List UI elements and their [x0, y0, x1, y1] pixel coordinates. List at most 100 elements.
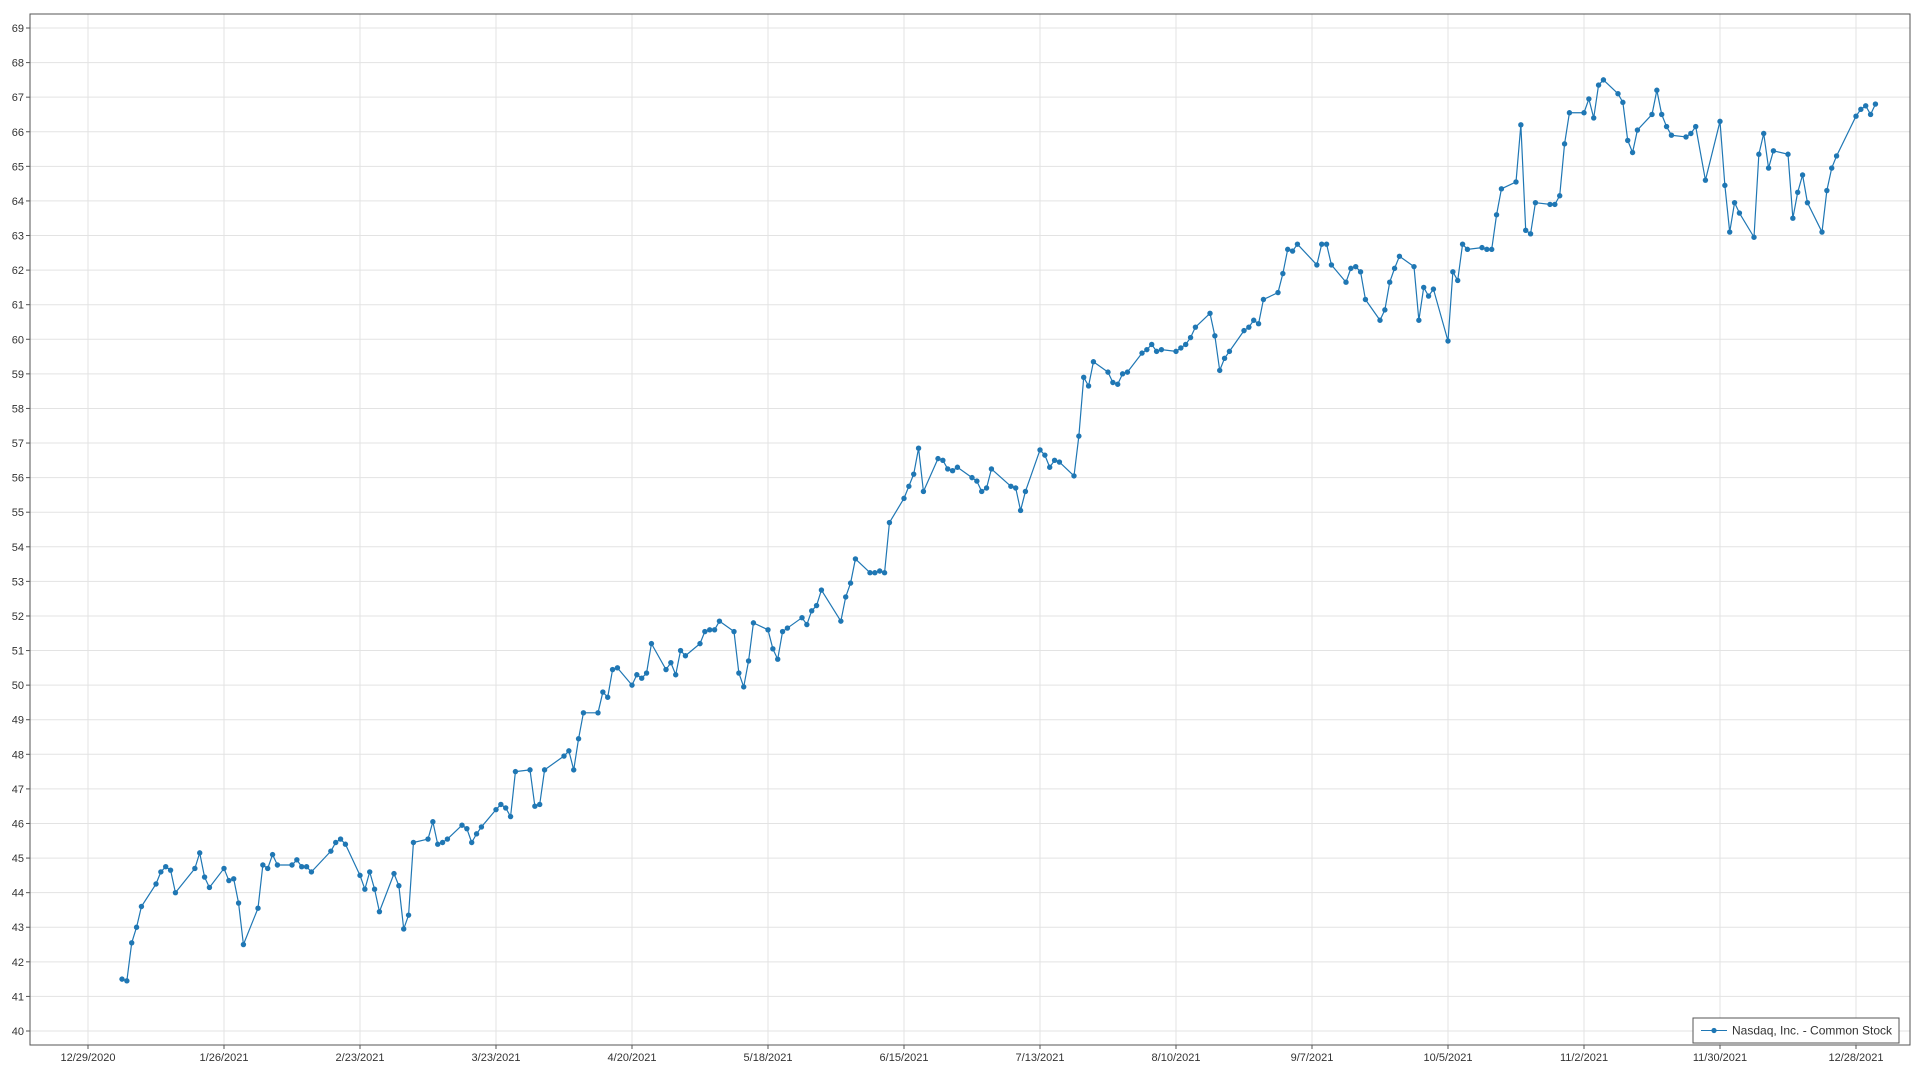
data-point	[901, 495, 907, 502]
data-point	[969, 474, 975, 481]
data-point	[401, 926, 407, 932]
data-point	[1391, 265, 1398, 272]
data-point	[707, 627, 713, 633]
series-layer	[119, 77, 1879, 984]
data-point	[235, 900, 242, 906]
x-tick-label: 2/23/2021	[336, 1052, 385, 1064]
data-point	[1566, 110, 1573, 116]
y-tick-label: 60	[12, 334, 24, 346]
data-point	[1421, 284, 1427, 291]
x-tick-label: 12/29/2020	[60, 1052, 115, 1064]
data-point	[1212, 333, 1218, 339]
data-point	[1824, 187, 1830, 194]
data-point	[1751, 234, 1757, 240]
data-point	[1799, 172, 1806, 178]
data-point	[605, 694, 611, 700]
data-point	[1047, 464, 1053, 470]
data-point	[1557, 193, 1563, 199]
data-point	[867, 570, 873, 576]
data-point	[813, 602, 820, 609]
y-tick-label: 67	[12, 92, 24, 104]
data-point	[945, 466, 951, 472]
data-point	[736, 670, 742, 676]
data-point	[206, 884, 213, 891]
data-point	[983, 485, 990, 491]
y-tick-label: 50	[12, 680, 24, 692]
data-point	[566, 748, 572, 754]
data-point	[1668, 132, 1675, 138]
data-point	[1090, 359, 1097, 365]
data-point	[1654, 87, 1660, 93]
y-tick-label: 41	[12, 991, 24, 1003]
data-point	[1071, 473, 1077, 479]
data-point	[1348, 265, 1354, 272]
y-tick-label: 66	[12, 127, 24, 139]
data-point	[1246, 324, 1252, 330]
legend: Nasdaq, Inc. - Common Stock	[1692, 1017, 1900, 1044]
data-point	[532, 803, 538, 809]
data-point	[124, 978, 130, 984]
data-point	[1804, 199, 1811, 206]
data-point	[1615, 91, 1621, 97]
data-point	[979, 488, 985, 495]
x-tick-label: 5/18/2021	[744, 1052, 793, 1064]
data-point	[775, 656, 781, 662]
data-point	[1683, 134, 1689, 140]
data-point	[988, 466, 995, 472]
data-point	[1722, 182, 1728, 189]
data-point	[643, 670, 650, 676]
data-point	[1217, 367, 1223, 374]
data-point	[881, 570, 888, 576]
data-point	[410, 839, 417, 846]
data-point	[575, 736, 582, 742]
data-point	[1547, 201, 1553, 208]
data-point	[255, 905, 261, 911]
data-point	[1221, 355, 1228, 361]
y-tick-label: 52	[12, 611, 24, 623]
data-point	[954, 464, 961, 470]
data-point	[1795, 189, 1801, 195]
data-point	[711, 627, 718, 633]
data-point	[376, 908, 383, 915]
data-point	[663, 666, 669, 673]
x-tick-label: 4/20/2021	[608, 1052, 657, 1064]
data-point	[911, 471, 917, 477]
data-point	[1149, 341, 1155, 348]
y-tick-label: 53	[12, 576, 24, 588]
data-point	[1192, 324, 1199, 330]
data-point	[167, 867, 174, 873]
data-point	[571, 767, 577, 773]
data-point	[1037, 447, 1043, 453]
y-tick-label: 63	[12, 231, 24, 243]
data-point	[1013, 485, 1019, 491]
data-point	[750, 620, 757, 626]
data-point	[1416, 317, 1422, 323]
data-point	[741, 684, 747, 690]
data-point	[1343, 279, 1349, 285]
x-tick-label: 1/26/2021	[200, 1052, 249, 1064]
data-point	[1858, 106, 1864, 112]
data-point	[843, 594, 849, 600]
data-point	[765, 627, 771, 633]
data-point	[541, 767, 548, 773]
data-point	[1328, 262, 1335, 268]
data-point	[1527, 231, 1534, 237]
data-point	[1105, 369, 1111, 375]
data-point	[459, 822, 465, 828]
data-point	[1464, 246, 1471, 253]
data-point	[163, 864, 169, 870]
data-point	[1785, 151, 1791, 157]
data-point	[1183, 341, 1189, 348]
data-point	[1357, 269, 1364, 275]
data-point	[231, 876, 237, 882]
data-point	[1396, 253, 1403, 259]
data-point	[809, 608, 815, 614]
data-point	[1717, 118, 1723, 125]
grid-lines	[30, 14, 1910, 1045]
data-point	[371, 886, 378, 892]
data-point	[274, 862, 281, 868]
x-tick-label: 9/7/2021	[1291, 1052, 1334, 1064]
data-point	[1765, 165, 1772, 171]
data-point	[1445, 338, 1451, 344]
